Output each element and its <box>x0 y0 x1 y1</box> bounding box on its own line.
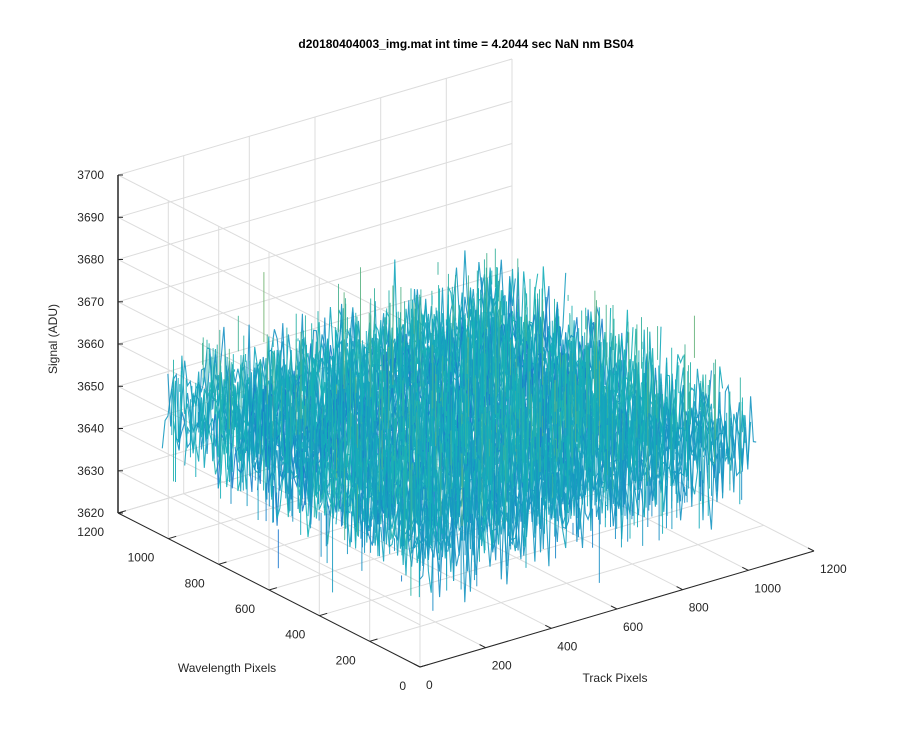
z-tick-label: 3620 <box>77 506 104 520</box>
side-wall-grid-line <box>117 470 421 626</box>
y-tick-label: 200 <box>336 653 356 667</box>
back-wall-grid-line <box>117 143 513 260</box>
y-tick-mark <box>369 638 378 642</box>
x-tick-label: 200 <box>492 659 512 673</box>
surface-layer <box>161 248 757 611</box>
surface-row <box>419 383 757 603</box>
y-tick-label: 400 <box>285 628 305 642</box>
y-tick-mark <box>168 535 177 540</box>
axes-layer <box>117 174 815 668</box>
x-tick-label: 1200 <box>820 562 847 576</box>
z-tick-label: 3640 <box>77 422 104 436</box>
x-tick-mark <box>545 624 552 629</box>
ticks-layer: 0 200 400 600 800 1000 1200 0 200 400 600 800 1000 12… <box>77 168 847 693</box>
z-tick-label: 3690 <box>77 210 104 224</box>
z-tick-label: 3680 <box>77 253 104 267</box>
x-tick-label: 800 <box>689 601 709 615</box>
y-tick-label: 1000 <box>128 551 155 565</box>
floor-grid-line <box>369 524 764 642</box>
y-tick-label: 800 <box>185 576 205 590</box>
y-tick-label: 1200 <box>77 525 104 539</box>
x-tick-label: 1000 <box>754 581 781 595</box>
z-tick-label: 3700 <box>77 168 104 182</box>
x-tick-label: 600 <box>623 620 643 634</box>
y-axis-label: Wavelength Pixels <box>178 661 276 675</box>
side-wall-grid-line <box>117 174 421 330</box>
y-tick-mark <box>319 612 328 617</box>
z-axis-label: Signal (ADU) <box>46 304 60 374</box>
back-wall-grid-line <box>117 58 513 176</box>
x-axis-label: Track Pixels <box>583 671 648 685</box>
y-tick-mark <box>419 664 429 668</box>
z-tick-label: 3650 <box>77 379 104 393</box>
z-tick-label: 3660 <box>77 337 104 351</box>
z-tick-label: 3670 <box>77 295 104 309</box>
x-tick-mark <box>413 663 421 668</box>
y-tick-mark <box>268 587 278 591</box>
y-tick-label: 600 <box>235 602 255 616</box>
y-tick-label: 0 <box>399 679 406 693</box>
back-wall-grid-line <box>117 227 513 345</box>
z-tick-label: 3630 <box>77 464 104 478</box>
y-tick-mark <box>218 561 227 565</box>
x-tick-label: 0 <box>426 678 433 692</box>
x-tick-mark <box>479 644 486 649</box>
x-tick-mark <box>610 605 618 610</box>
back-wall-grid-line <box>117 269 513 387</box>
x-tick-mark <box>676 586 683 591</box>
x-tick-label: 400 <box>557 639 577 653</box>
chart-title: d20180404003_img.mat int time = 4.2044 s… <box>298 37 634 51</box>
x-tick-mark <box>742 566 749 571</box>
back-wall-grid-line <box>117 185 513 303</box>
x-tick-mark <box>807 547 815 552</box>
back-wall-grid-line <box>117 100 513 218</box>
